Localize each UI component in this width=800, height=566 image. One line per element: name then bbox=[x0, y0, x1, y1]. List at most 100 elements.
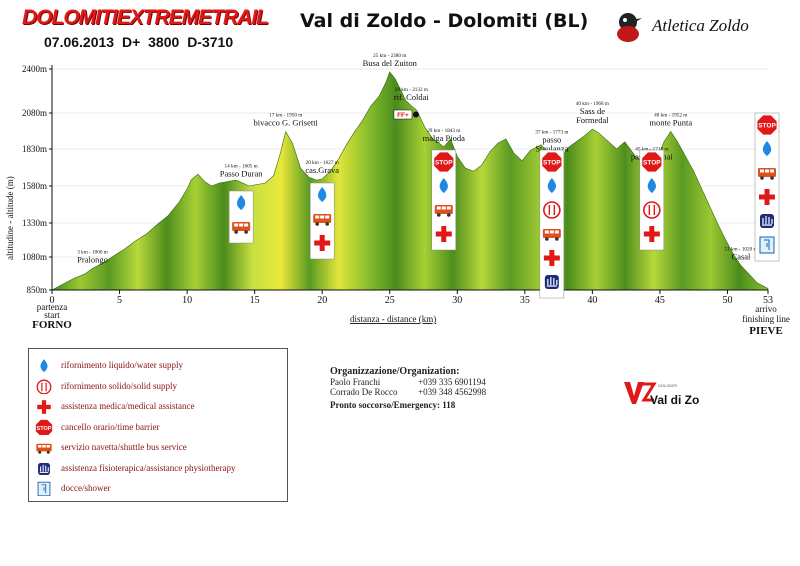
peak-name: Sass de bbox=[580, 106, 605, 116]
y-tick-label: 2400m bbox=[22, 64, 47, 74]
stop-sign-icon: STOP bbox=[35, 418, 53, 435]
elevation-gain: D+ 3800 bbox=[121, 34, 180, 50]
checkpoint-column: STOP bbox=[431, 149, 457, 251]
ff-box bbox=[393, 109, 413, 120]
peak-name: Passo Duran bbox=[220, 168, 263, 178]
contact-phone: +039 335 6901194 bbox=[418, 377, 486, 387]
legend-label: cancello orario/time barrier bbox=[61, 421, 160, 432]
medical-cross-icon bbox=[643, 226, 660, 242]
finish-place: PIEVE bbox=[749, 325, 783, 337]
x-axis-label: distanza - distance (km) bbox=[350, 314, 436, 324]
shower-icon bbox=[37, 481, 51, 496]
food-icon bbox=[36, 379, 52, 394]
y-tick-label: 1330m bbox=[22, 218, 47, 228]
race-info: 07.06.2013 D+ 3800 D-3710 bbox=[44, 34, 233, 50]
svg-text:STOP: STOP bbox=[435, 160, 453, 167]
svg-text:STOP: STOP bbox=[758, 123, 776, 130]
medical-cross-icon bbox=[314, 235, 331, 251]
medical-cross-icon bbox=[759, 189, 775, 205]
x-tick-label: 50 bbox=[722, 295, 732, 306]
brand-name: Val di Zoldo bbox=[650, 393, 700, 407]
stop-sign-icon: STOP bbox=[756, 114, 778, 136]
ff-marker: FF+ bbox=[393, 109, 419, 120]
peak-info: 37 km - 1773 m bbox=[535, 129, 568, 135]
club-name: Atletica Zoldo bbox=[652, 16, 749, 35]
page-title: Val di Zoldo - Dolomiti (BL) bbox=[300, 10, 589, 32]
event-logo: DOLOMITIEXTREMETRAIL bbox=[22, 6, 269, 29]
x-tick-label: 30 bbox=[452, 295, 462, 306]
stop-sign-icon: STOP bbox=[641, 151, 663, 173]
start-place: FORNO bbox=[32, 319, 72, 331]
physio-icon bbox=[544, 275, 559, 289]
svg-text:STOP: STOP bbox=[543, 160, 561, 167]
checkpoint-panel bbox=[539, 149, 565, 299]
peak-name: Formedal bbox=[576, 115, 609, 125]
start-label: partenza bbox=[37, 302, 67, 312]
checkpoint-column: STOP bbox=[639, 149, 665, 251]
medical-cross-icon bbox=[37, 400, 51, 414]
water-drop-icon bbox=[40, 359, 48, 372]
brand-z-shape bbox=[641, 382, 657, 402]
legend-label: docce/shower bbox=[61, 483, 111, 493]
x-tick-label: 25 bbox=[385, 295, 395, 306]
elevation-profile-chart: 850m 1080m 1330m 1580m 1830m 2080m 2400m 0 5 10 1… bbox=[5, 53, 790, 337]
peak-info: 45 km - 1718 m bbox=[635, 147, 668, 153]
shuttle-bus-icon bbox=[36, 443, 52, 454]
peak-name: Casal bbox=[732, 252, 752, 262]
race-date: 07.06.2013 bbox=[44, 34, 115, 50]
y-axis-label: altitudine - altitude (m) bbox=[5, 176, 15, 260]
y-tick-label: 1080m bbox=[22, 252, 47, 262]
svg-text:STOP: STOP bbox=[37, 426, 52, 432]
x-tick-label: 0 bbox=[50, 295, 55, 306]
legend-item: assistenza fisioterapica/assistance phys… bbox=[35, 460, 235, 476]
svg-text:STOP: STOP bbox=[643, 160, 661, 167]
x-tick-label: 35 bbox=[520, 295, 530, 306]
legend-item: assistenza medica/medical assistance bbox=[35, 398, 194, 414]
food-icon bbox=[543, 201, 561, 219]
legend-label: assistenza fisioterapica/assistance phys… bbox=[61, 462, 236, 473]
peak-info: 3 km - 1000 m bbox=[77, 249, 108, 255]
peak-info: 17 km - 1950 m bbox=[269, 113, 302, 119]
x-tick-labels: 0 5 10 15 20 25 30 35 40 45 50 53 bbox=[50, 290, 773, 306]
finish-label: finishing line bbox=[742, 314, 790, 324]
emergency-number: Pronto soccorso/Emergency: 118 bbox=[330, 400, 456, 410]
peak-info: 48 km - 1952 m bbox=[654, 112, 687, 118]
shuttle-bus-icon bbox=[232, 222, 251, 234]
medical-cross-icon bbox=[435, 226, 452, 242]
peak-name: bivacco G. Grisetti bbox=[253, 118, 318, 128]
x-tick-label: 45 bbox=[655, 295, 665, 306]
peak-info: 28 km - 2132 m bbox=[395, 87, 428, 93]
contact-phone: +039 348 4562998 bbox=[418, 387, 487, 397]
peak-name: Staulanza bbox=[535, 143, 568, 153]
peak-name: Pralongo bbox=[77, 254, 108, 264]
val-di-zoldo-logo: DOLOMITI Val di Zoldo bbox=[624, 382, 700, 407]
y-tick-label: 1580m bbox=[22, 181, 47, 191]
stop-sign-icon: STOP bbox=[541, 151, 563, 173]
water-drop-icon bbox=[236, 195, 246, 210]
legend-item: docce/shower bbox=[35, 480, 110, 496]
x-tick-label: 40 bbox=[587, 295, 597, 306]
ff-dot-icon bbox=[412, 111, 419, 118]
checkpoint-column: STOP bbox=[539, 149, 565, 299]
contact-name: Corrado De Rocco bbox=[330, 387, 398, 397]
y-tick-label: 2080m bbox=[22, 108, 47, 118]
peak-name: Busa del Zuiton bbox=[363, 58, 418, 68]
water-drop-icon bbox=[762, 141, 772, 156]
club-logo-icon bbox=[617, 13, 642, 42]
brand-v-shape bbox=[624, 382, 644, 404]
checkpoint-column bbox=[228, 190, 254, 244]
medical-cross-icon bbox=[37, 400, 51, 414]
food-icon bbox=[36, 379, 52, 394]
contact-row: Corrado De Rocco +039 348 4562998 bbox=[330, 387, 486, 397]
shuttle-bus-icon bbox=[758, 168, 776, 180]
shower-icon bbox=[37, 481, 51, 496]
